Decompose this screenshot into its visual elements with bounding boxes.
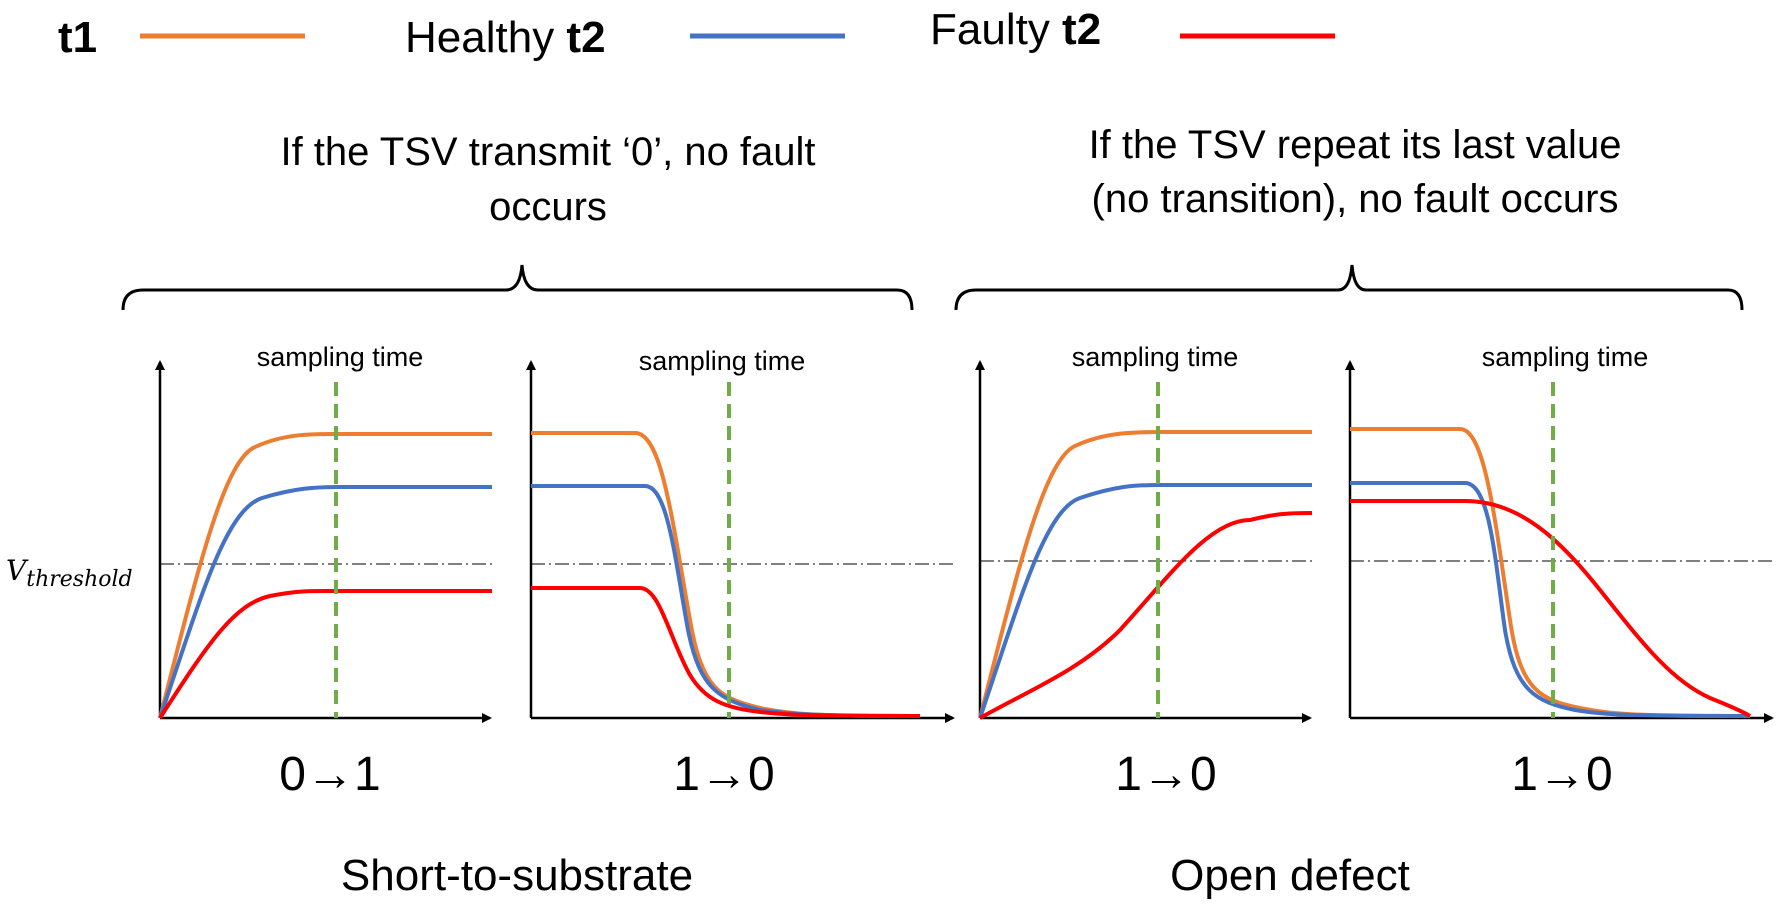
sampling-time-label: sampling time	[639, 346, 806, 376]
note-line-2: occurs	[489, 185, 607, 229]
curve-t1	[531, 431, 921, 718]
legend-label-t1: t1	[58, 13, 97, 62]
transition-label: 1→0	[1511, 748, 1612, 801]
defect-label-open: Open defect	[1170, 851, 1410, 900]
group-note-open: If the TSV repeat its last value (no tra…	[1089, 123, 1622, 221]
curve-t1	[1350, 427, 1751, 718]
curve-healthy-t2	[1350, 481, 1751, 718]
sampling-time-label: sampling time	[257, 342, 424, 372]
curve-faulty-t2	[979, 511, 1313, 720]
panel-open-fall: sampling time 1→0	[1345, 342, 1776, 801]
legend-label-healthy-t2: Healthy t2	[405, 13, 606, 62]
curve-faulty-t2	[1350, 499, 1752, 718]
panel-short-1to0: sampling time 1→0	[526, 346, 955, 801]
threshold-label: Vthreshold	[6, 554, 133, 592]
legend: t1 Healthy t2 Faulty t2	[58, 5, 1335, 62]
curve-healthy-t2	[158, 485, 492, 719]
defect-label-short: Short-to-substrate	[341, 851, 693, 900]
curve-healthy-t2	[978, 483, 1312, 719]
sampling-time-label: sampling time	[1482, 342, 1649, 372]
legend-label-faulty-t2: Faulty t2	[930, 5, 1101, 54]
brace-short	[121, 264, 914, 311]
curve-faulty-t2	[158, 588, 492, 720]
panel-short-0to1: sampling time 0→1	[155, 342, 492, 801]
transition-label: 0→1	[279, 748, 380, 801]
sampling-time-label: sampling time	[1072, 342, 1239, 372]
transition-label: 1→0	[673, 748, 774, 801]
panel-open-rise: sampling time 1→0	[975, 342, 1313, 801]
note-line-1: If the TSV transmit ‘0’, no fault	[280, 130, 815, 174]
brace-open	[954, 264, 1744, 311]
note-line-2: (no transition), no fault occurs	[1092, 177, 1619, 221]
note-line-1: If the TSV repeat its last value	[1089, 123, 1622, 167]
curve-healthy-t2	[531, 484, 921, 718]
group-note-short: If the TSV transmit ‘0’, no fault occurs	[280, 130, 815, 229]
transition-label: 1→0	[1115, 748, 1216, 801]
curve-t1	[158, 431, 492, 719]
curve-t1	[978, 430, 1312, 719]
curve-faulty-t2	[531, 586, 921, 718]
